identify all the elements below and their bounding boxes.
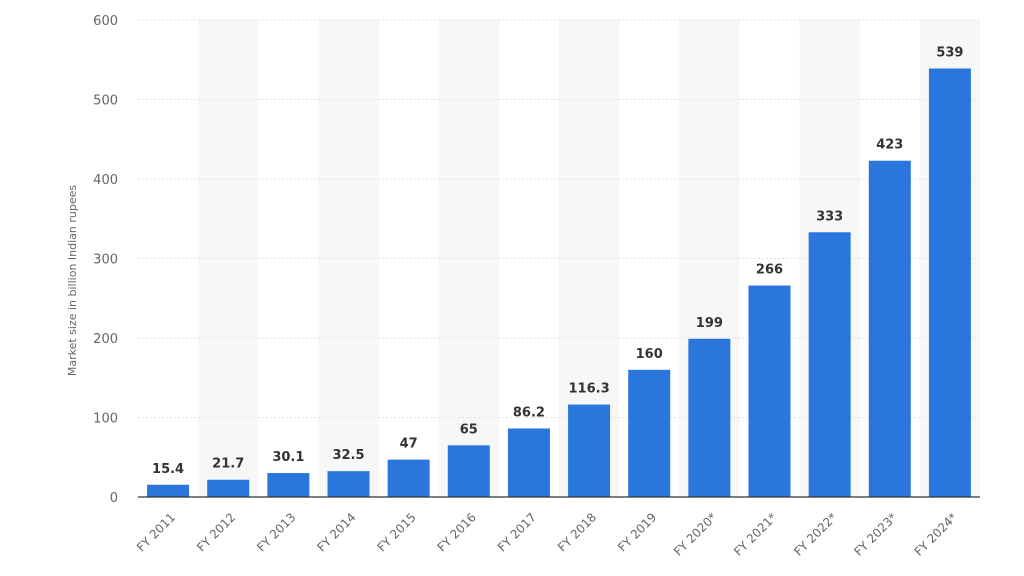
data-label: 32.5 [332, 448, 364, 463]
x-tick-label: FY 2014 [314, 510, 358, 554]
x-tick-label: FY 2013 [254, 510, 298, 554]
y-tick-label: 100 [93, 412, 118, 427]
bar[interactable] [628, 369, 671, 497]
y-tick-label: 200 [93, 332, 118, 347]
data-label: 160 [636, 347, 663, 362]
x-tick-label: FY 2015 [375, 510, 419, 554]
bar[interactable] [327, 471, 370, 497]
x-tick-label: FY 2016 [435, 510, 479, 554]
bar[interactable] [748, 285, 791, 497]
y-tick-label: 0 [110, 491, 118, 506]
data-labels: 15.4 21.7 30.1 32.5 47 65 86.2 116.3 160 199 266 33… [152, 45, 963, 476]
data-label: 116.3 [569, 382, 610, 397]
bar[interactable] [568, 404, 611, 497]
y-axis-label: Market size in billion Indian rupees [66, 185, 79, 377]
x-tick-label: FY 2023* [851, 510, 900, 559]
x-tick-label: FY 2020* [671, 510, 720, 559]
x-tick-label: FY 2019 [615, 510, 659, 554]
bar[interactable] [207, 479, 250, 497]
bar[interactable] [808, 232, 851, 497]
bars [147, 68, 971, 498]
data-label: 30.1 [272, 450, 304, 465]
data-label: 47 [400, 437, 418, 452]
x-tick-label: FY 2021* [731, 510, 780, 559]
bar[interactable] [447, 445, 490, 497]
data-label: 15.4 [152, 462, 184, 477]
y-axis-ticks: 0 100 200 300 400 500 600 [93, 14, 118, 506]
x-axis-ticks: FY 2011 FY 2012 FY 2013 FY 2014 FY 2015 FY 20… [134, 510, 960, 559]
bar[interactable] [688, 338, 731, 497]
bar[interactable] [868, 160, 911, 497]
data-label: 539 [936, 45, 963, 60]
x-tick-label: FY 2018 [555, 510, 599, 554]
bar[interactable] [928, 68, 971, 498]
y-tick-label: 600 [93, 14, 118, 29]
x-tick-label: FY 2012 [194, 510, 238, 554]
x-tick-label: FY 2024* [912, 510, 961, 559]
bar[interactable] [267, 473, 310, 497]
x-tick-label: FY 2022* [791, 510, 840, 559]
x-tick-label: FY 2017 [495, 510, 539, 554]
data-label: 333 [816, 209, 843, 224]
y-tick-label: 300 [93, 253, 118, 268]
y-tick-label: 500 [93, 94, 118, 109]
bar[interactable] [147, 484, 190, 497]
x-tick-label: FY 2011 [134, 510, 178, 554]
data-label: 86.2 [513, 405, 545, 420]
data-label: 21.7 [212, 457, 244, 472]
data-label: 199 [696, 316, 723, 331]
data-label: 65 [460, 422, 478, 437]
data-label: 423 [876, 138, 903, 153]
background-band [318, 20, 379, 497]
y-tick-label: 400 [93, 173, 118, 188]
background-band [438, 20, 499, 497]
data-label: 266 [756, 263, 783, 278]
background-band [198, 20, 259, 497]
bar[interactable] [507, 428, 550, 497]
bar[interactable] [387, 459, 430, 497]
